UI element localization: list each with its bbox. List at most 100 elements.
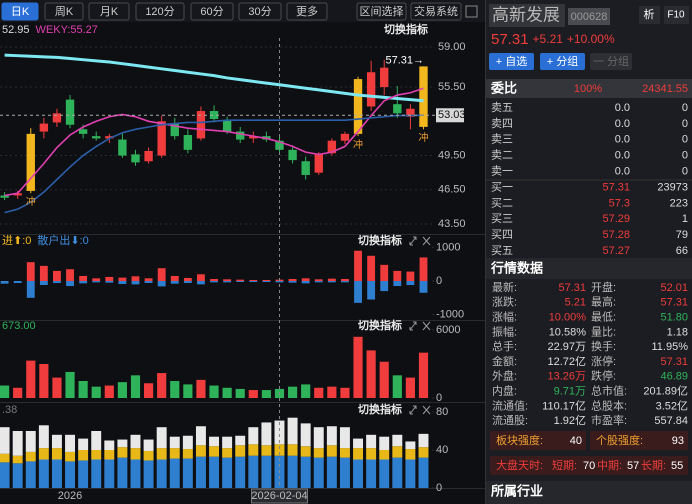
period-button[interactable] (286, 2, 328, 21)
ratio-row (486, 79, 692, 98)
period-label[interactable]: 周K (55, 5, 74, 18)
stacked-segment (392, 434, 403, 447)
tool-label[interactable]: 交易系统 (414, 4, 458, 18)
flow-bar (197, 281, 205, 285)
volume-bar (183, 384, 193, 398)
stat-label: 开盘: (591, 280, 616, 294)
switch-indicator[interactable]: 切换指标 (384, 22, 428, 36)
stat-label: 总市值: (591, 384, 627, 398)
period-button[interactable] (238, 2, 282, 21)
stat-value: 11.95% (652, 341, 689, 353)
candle-body (196, 111, 206, 139)
analysis-button[interactable] (639, 6, 660, 24)
period-button[interactable] (190, 2, 234, 21)
stacked-segment (117, 439, 128, 448)
close-icon[interactable] (422, 405, 431, 415)
stacked-segment (418, 433, 429, 448)
stacked-segment (379, 450, 390, 460)
strength-box (590, 431, 688, 450)
period-label[interactable]: 月K (100, 6, 119, 18)
f10-label[interactable]: F10 (667, 10, 685, 21)
volume-bar (392, 375, 402, 398)
stacked-segment (51, 448, 62, 460)
book-label: 买二 (491, 196, 513, 209)
close-icon[interactable] (422, 236, 431, 246)
period-button[interactable] (135, 2, 185, 21)
stacked-segment (209, 456, 220, 488)
expand-icon[interactable] (409, 405, 417, 415)
period-label[interactable]: 日K (11, 6, 30, 18)
book-price: 57.29 (602, 213, 630, 225)
stacked-segment (300, 423, 311, 447)
stacked-segment (274, 444, 285, 456)
volume-bar (340, 387, 350, 398)
stacked-segment (104, 459, 115, 488)
flow-bar (144, 278, 153, 281)
period-button[interactable] (88, 2, 130, 21)
stacked-segment (65, 461, 76, 488)
stacked-segment (405, 441, 416, 450)
switch-indicator[interactable]: 切换指标 (358, 402, 402, 416)
candle-body (52, 113, 62, 123)
switch-indicator[interactable]: 切换指标 (358, 233, 402, 247)
stat-value: 51.80 (660, 312, 688, 324)
book-label: 卖三 (491, 133, 513, 146)
candle-body (236, 131, 245, 140)
watch-button[interactable] (489, 53, 534, 70)
settings-icon[interactable] (465, 5, 478, 18)
stacked-segment (130, 434, 141, 449)
period-label[interactable]: 更多 (296, 4, 318, 18)
flow-bar (105, 276, 114, 281)
tool-label[interactable]: 区间选择 (360, 4, 404, 18)
period-button[interactable] (44, 2, 84, 21)
analysis-label[interactable]: 析 (644, 7, 655, 21)
expand-icon[interactable] (409, 236, 417, 246)
f10-button[interactable] (664, 6, 689, 24)
volume-bar (104, 385, 114, 398)
flow-bar (393, 281, 402, 287)
market-item: 55 (671, 460, 683, 472)
flow-bar (354, 250, 362, 281)
stock-name: 高新发展 (492, 5, 560, 24)
flow-bar (262, 281, 271, 283)
watch-label[interactable]: + 分组 (547, 54, 578, 68)
disabled-button[interactable] (590, 53, 632, 70)
watch-label[interactable]: + 自选 (496, 55, 527, 68)
flow-bar (288, 278, 297, 281)
flow-bar (92, 281, 101, 283)
candle-body (419, 66, 428, 127)
stacked-segment (51, 434, 62, 449)
tool-button[interactable] (410, 2, 462, 21)
quote-price: 57.31 (491, 31, 529, 48)
disabled-label[interactable]: 一 分组 (593, 54, 629, 68)
stat-value: 5.21 (565, 297, 586, 309)
book-price: 57.28 (602, 229, 630, 241)
period-label[interactable]: 60分 (200, 5, 223, 18)
indicator-value: 52.95 (2, 24, 30, 36)
y-tick-label: 80 (436, 406, 448, 418)
period-label[interactable]: 120分 (145, 5, 174, 18)
book-volume: 1 (682, 213, 688, 225)
tool-button[interactable] (356, 2, 407, 21)
volume-bar (235, 388, 245, 398)
volume-bar (91, 386, 101, 398)
stacked-segment (104, 450, 115, 460)
limit-up-marker: 冲 (26, 195, 36, 208)
switch-indicator[interactable]: 切换指标 (358, 318, 402, 332)
stacked-segment (38, 448, 49, 460)
stacked-segment (339, 427, 350, 449)
period-button[interactable] (1, 2, 39, 21)
y-tick-label: 40 (436, 444, 448, 456)
candle-body (65, 99, 75, 125)
y-tick-label: 55.50 (438, 81, 466, 93)
period-label[interactable]: 30分 (248, 5, 271, 18)
stacked-segment (12, 455, 23, 464)
y-tick-label: 43.50 (438, 218, 466, 230)
close-icon[interactable] (422, 321, 431, 331)
flow-bar (13, 281, 22, 284)
stacked-segment (65, 451, 76, 462)
expand-icon[interactable] (409, 321, 417, 331)
stacked-segment (143, 460, 154, 488)
watch-button[interactable] (540, 53, 585, 70)
stacked-segment (418, 447, 429, 458)
